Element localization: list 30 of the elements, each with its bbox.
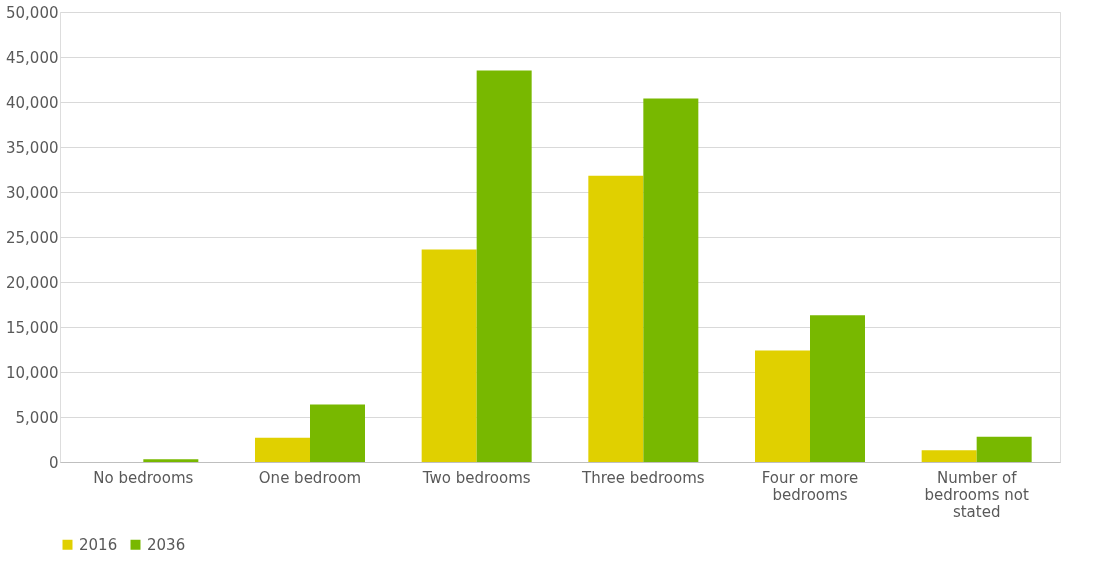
y-tick-label: 10,000 — [6, 363, 59, 382]
y-tick-label: 5,000 — [15, 408, 59, 427]
x-tick-label: Two bedrooms — [421, 468, 531, 487]
bar — [976, 436, 1032, 462]
y-tick-label: 35,000 — [6, 138, 59, 157]
bar — [143, 459, 199, 462]
bar — [255, 437, 310, 462]
bar — [588, 175, 644, 462]
y-tick-label: 50,000 — [6, 3, 59, 22]
legend-label: 2016 — [79, 535, 118, 554]
y-tick-label: 15,000 — [6, 318, 59, 337]
x-tick-label: One bedroom — [258, 468, 362, 487]
bar — [810, 315, 865, 462]
y-tick-label: 0 — [48, 453, 59, 472]
bar — [643, 98, 699, 462]
x-tick-label: No bedrooms — [93, 468, 194, 487]
x-tick-label: Four or more bedrooms — [761, 468, 859, 504]
legend-label: 2036 — [147, 535, 186, 554]
x-tick-label: Number of bedrooms not stated — [924, 468, 1029, 521]
y-tick-label: 25,000 — [6, 228, 59, 247]
y-tick-label: 45,000 — [6, 48, 59, 67]
bar — [421, 249, 477, 462]
bar — [921, 450, 977, 462]
x-tick-label: Three bedrooms — [581, 468, 705, 487]
y-tick-label: 40,000 — [6, 93, 59, 112]
bar — [755, 350, 810, 462]
bar — [310, 404, 365, 462]
y-tick-label: 20,000 — [6, 273, 59, 292]
y-tick-label: 30,000 — [6, 183, 59, 202]
bar — [476, 70, 532, 462]
